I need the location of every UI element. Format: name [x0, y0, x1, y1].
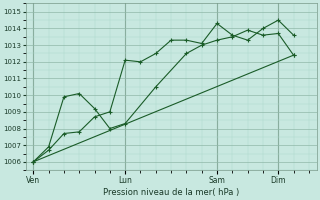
X-axis label: Pression niveau de la mer( hPa ): Pression niveau de la mer( hPa ) — [103, 188, 239, 197]
